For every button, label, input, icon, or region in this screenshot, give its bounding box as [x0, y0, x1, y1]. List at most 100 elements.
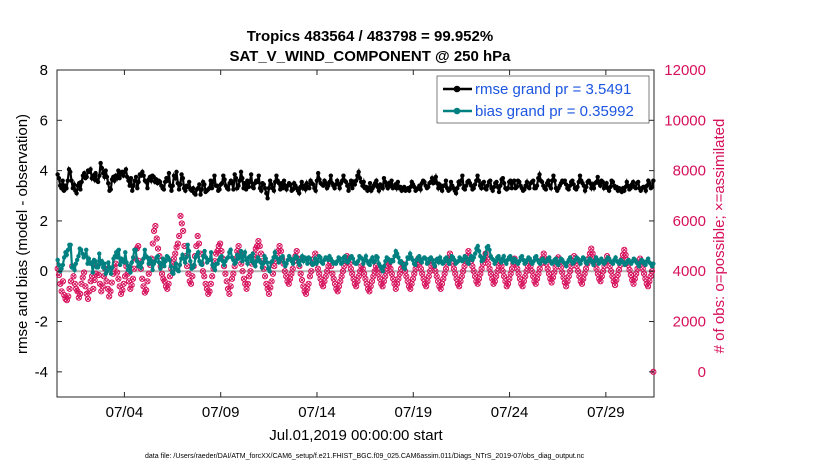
rmse-point [448, 179, 454, 185]
right-y-tick-label: 6000 [673, 213, 706, 230]
obs-possible-marker [209, 273, 216, 280]
bias-point [212, 267, 218, 273]
bias-point [556, 262, 561, 268]
obs-assimilated-marker [339, 273, 344, 279]
obs-assimilated-marker [190, 273, 195, 279]
legend-rmse-label: rmse grand pr = 3.5491 [475, 81, 631, 98]
bias-point [391, 258, 396, 264]
obs-assimilated-marker [80, 275, 86, 280]
obs-possible-marker [247, 268, 254, 275]
rmse-point [179, 172, 184, 177]
rmse-point [512, 178, 517, 183]
obs-assimilated-marker [434, 273, 440, 279]
obs-assimilated-marker [521, 278, 527, 284]
rmse-point [337, 186, 342, 191]
right-y-tick-labels: 0 2000 4000 6000 8000 10000 12000 [664, 62, 706, 381]
bias-point [430, 257, 435, 263]
rmse-point [552, 178, 557, 183]
bias-point [437, 255, 443, 260]
rmse-point [357, 175, 363, 181]
rmse-point [261, 182, 266, 187]
bias-point [199, 262, 205, 268]
obs-assimilated-marker [201, 273, 207, 279]
obs-assimilated-marker [418, 266, 424, 272]
rmse-point [356, 169, 361, 175]
bias-point [290, 261, 296, 266]
obs-possible-marker [90, 285, 97, 292]
obs-possible-marker [180, 227, 187, 235]
rmse-point [488, 178, 493, 183]
rmse-point [131, 183, 136, 188]
obs-assimilated-marker [361, 271, 367, 277]
bias-point [106, 260, 111, 265]
obs-possible-marker [230, 270, 237, 277]
obs-assimilated-marker [263, 281, 269, 287]
rmse-point [217, 187, 222, 192]
bias-point [294, 255, 300, 260]
rmse-point [65, 178, 70, 183]
rmse-point [180, 175, 186, 181]
obs-assimilated-marker [257, 243, 263, 249]
rmse-point [214, 183, 220, 188]
rmse-point [643, 188, 648, 193]
obs-assimilated-marker [217, 241, 223, 246]
rmse-point [246, 184, 251, 190]
rmse-point [307, 186, 312, 191]
bias-point [60, 262, 66, 268]
obs-possible-marker [223, 278, 230, 285]
bias-point [355, 258, 361, 264]
bias-point [482, 255, 487, 260]
rmse-point [56, 175, 62, 181]
rmse-point [484, 187, 489, 192]
rmse-point [315, 170, 321, 176]
legend-bias-label: bias grand pr = 0.35992 [475, 103, 634, 120]
rmse-point [563, 182, 569, 187]
obs-assimilated-marker [485, 261, 491, 267]
obs-assimilated-marker [462, 263, 467, 269]
obs-possible-marker [305, 280, 312, 287]
obs-possible-marker [91, 276, 98, 284]
rmse-point [437, 182, 442, 187]
bias-point [228, 247, 233, 253]
obs-assimilated-marker [389, 271, 395, 277]
rmse-point [570, 178, 575, 183]
bias-point [126, 264, 132, 269]
obs-assimilated-marker [610, 273, 615, 279]
obs-assimilated-marker [248, 268, 253, 274]
obs-assimilated-marker [348, 266, 354, 272]
rmse-series [55, 160, 656, 201]
legend-box [436, 75, 650, 124]
rmse-point [517, 179, 522, 185]
obs-assimilated-marker [236, 243, 241, 249]
obs-possible-marker [327, 263, 335, 270]
obs-assimilated-marker [184, 263, 190, 269]
rmse-point [584, 184, 589, 190]
rmse-point [106, 180, 111, 186]
obs-possible-marker [99, 283, 106, 290]
obs-assimilated-marker [460, 268, 466, 274]
bias-point [651, 261, 656, 266]
obs-assimilated-marker [381, 278, 387, 284]
obs-assimilated-marker [228, 283, 234, 289]
bias-point [270, 258, 275, 264]
rmse-point [117, 175, 122, 181]
obs-assimilated-marker [121, 281, 127, 287]
rmse-point [551, 173, 556, 178]
bias-point [380, 269, 386, 274]
obs-assimilated-marker [425, 278, 430, 284]
bias-point [195, 250, 201, 255]
rmse-point [343, 179, 349, 185]
bias-point [72, 267, 77, 273]
obs-assimilated-marker [246, 273, 252, 279]
bias-point [208, 250, 214, 255]
obs-assimilated-marker [407, 286, 413, 292]
bias-point [124, 260, 129, 265]
rmse-point [531, 178, 536, 183]
bias-point [130, 255, 136, 260]
bias-point [501, 253, 506, 259]
obs-assimilated-marker [583, 266, 589, 272]
obs-assimilated-marker [315, 266, 321, 272]
rmse-point [202, 182, 207, 187]
y-tick-label: 2 [40, 213, 48, 230]
rmse-point [418, 187, 423, 192]
